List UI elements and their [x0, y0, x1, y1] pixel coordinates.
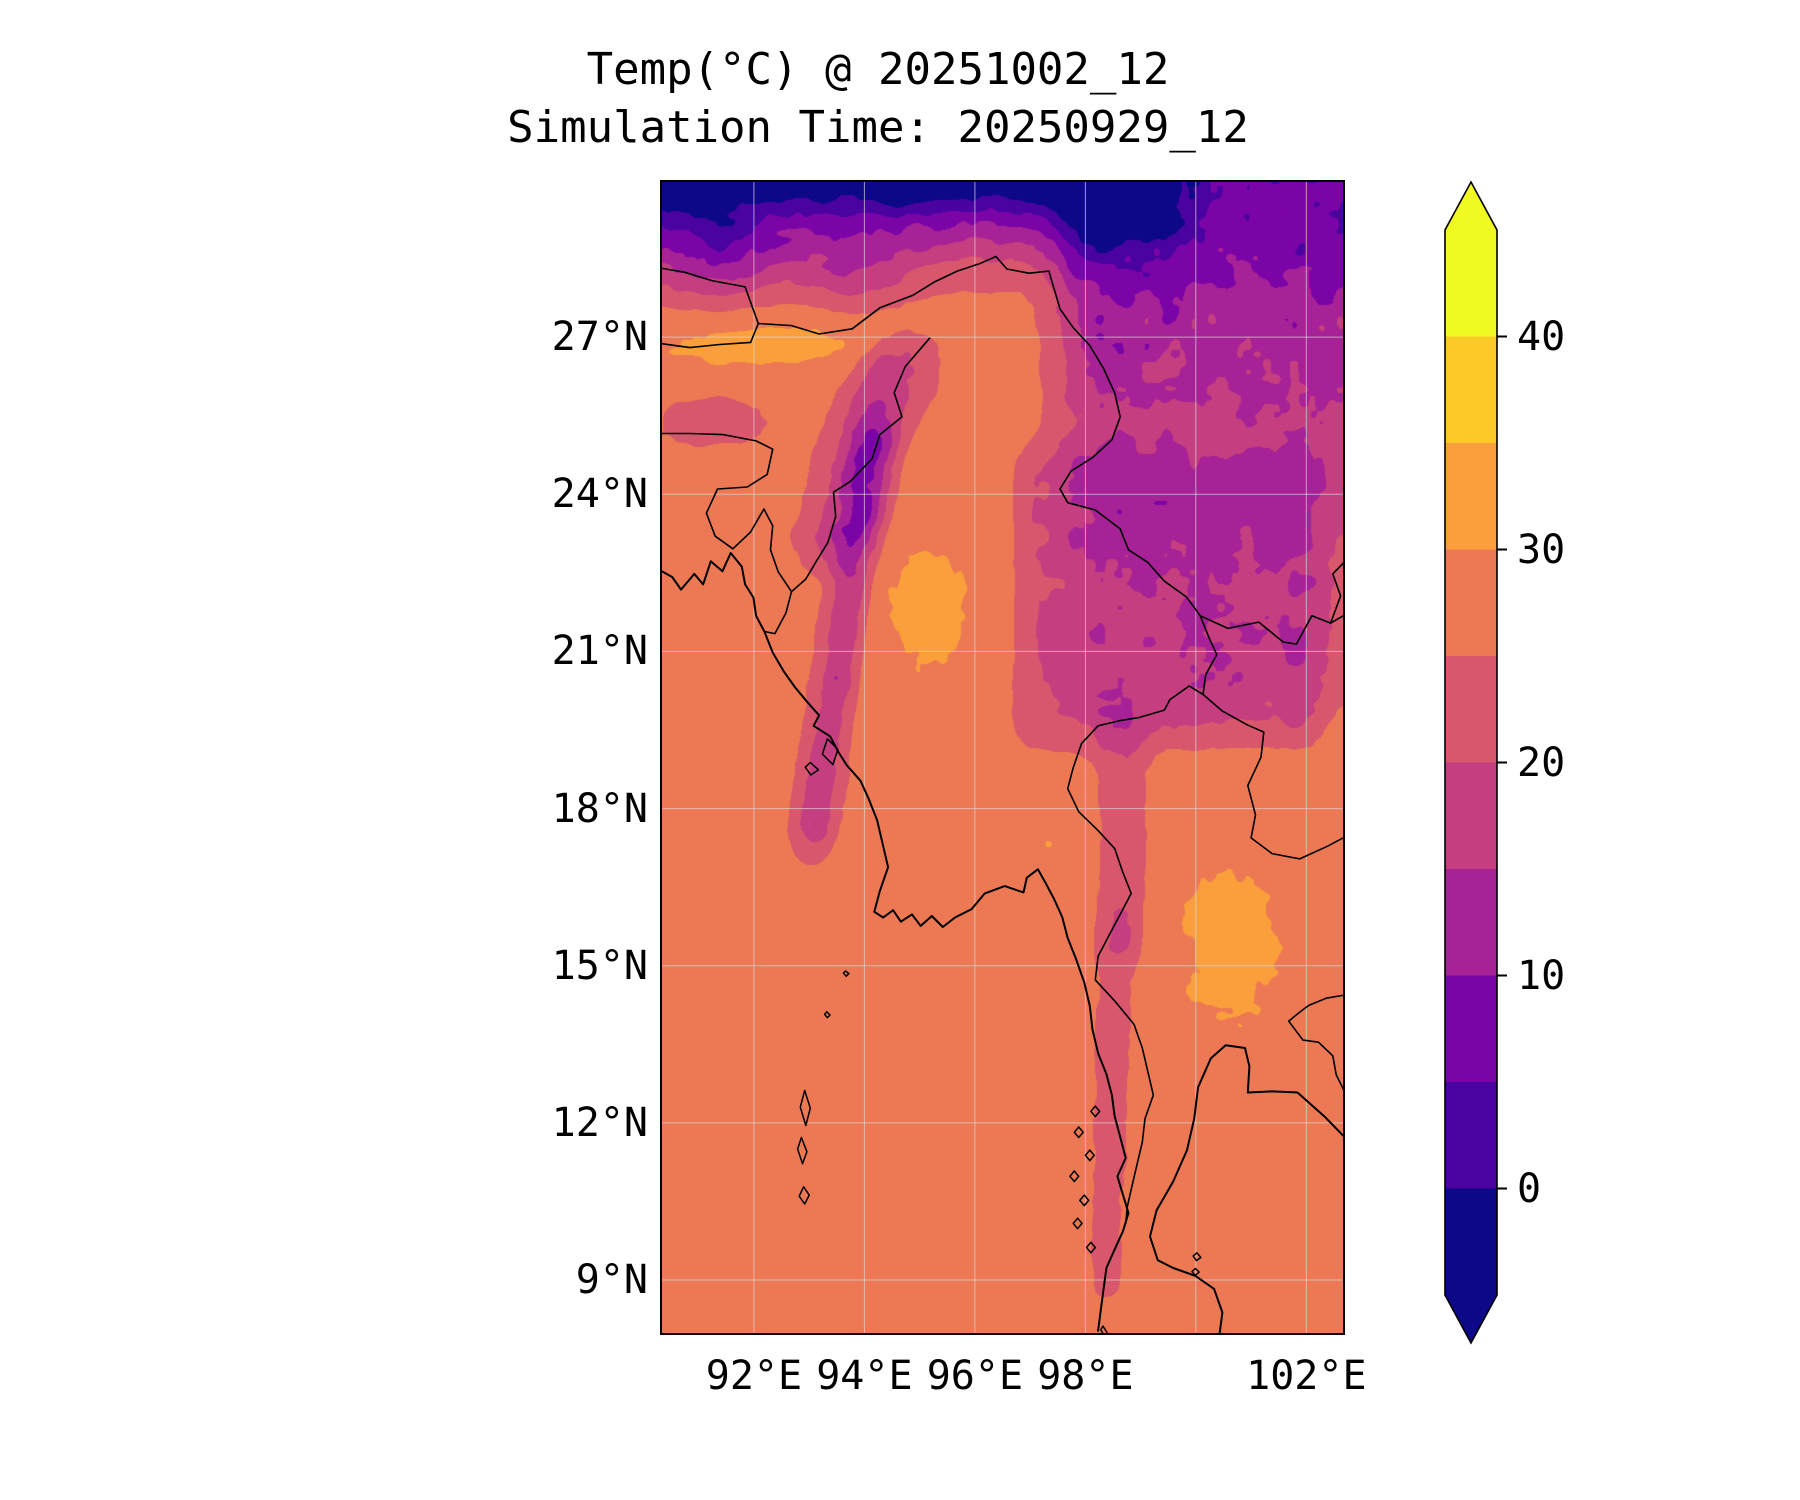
y-tick-label: 18°N: [551, 785, 648, 832]
colorbar-band: [1445, 762, 1497, 869]
x-tick-label: 96°E: [926, 1353, 1024, 1399]
colorbar-band: [1445, 1188, 1497, 1295]
colorbar-tick-label: 10: [1517, 952, 1566, 999]
x-tick-label: 98°E: [1037, 1353, 1134, 1399]
border-path: [1066, 685, 1204, 1225]
island-path: [796, 1136, 808, 1165]
island-path: [799, 1089, 812, 1127]
island-path: [823, 1011, 831, 1019]
figure-title: Temp(°C) @ 20251002_12: [586, 44, 1170, 95]
border-path: [763, 337, 931, 635]
y-tick-label: 21°N: [551, 628, 648, 675]
map-panel: [660, 180, 1345, 1335]
border-path: [660, 255, 1345, 860]
colorbar-band: [1445, 336, 1497, 443]
colorbar-tick-label: 40: [1517, 313, 1566, 360]
map-frame: [660, 180, 1345, 1335]
figure-subtitle: Simulation Time: 20250929_12: [507, 102, 1249, 153]
colorbar-band: [1445, 230, 1497, 337]
x-tick-label: 94°E: [816, 1353, 913, 1399]
coastline-path: [660, 552, 1130, 1332]
island-path: [1084, 1149, 1095, 1162]
colorbar: [1440, 170, 1600, 1355]
colorbar-band: [1445, 549, 1497, 656]
y-tick-label: 15°N: [551, 942, 648, 989]
colorbar-over-arrow: [1445, 182, 1497, 230]
temperature-field-canvas: [660, 180, 1345, 1335]
island-path: [804, 761, 820, 776]
x-tick-label: 102°E: [1246, 1353, 1367, 1399]
x-tick-label: 92°E: [705, 1353, 803, 1399]
island-path: [1072, 1217, 1083, 1230]
border-path: [660, 267, 760, 325]
colorbar-band: [1445, 1082, 1497, 1189]
island-path: [798, 1186, 810, 1205]
border-path: [1287, 994, 1345, 1094]
y-tick-label: 12°N: [551, 1099, 648, 1146]
colorbar-band: [1445, 656, 1497, 763]
island-path: [1073, 1126, 1084, 1139]
colorbar-tick-label: 0: [1517, 1165, 1542, 1212]
colorbar-band: [1445, 869, 1497, 976]
colorbar-band: [1445, 975, 1497, 1082]
y-tick-label: 24°N: [551, 471, 648, 518]
colorbar-band: [1445, 443, 1497, 550]
border-path: [1329, 560, 1345, 624]
island-path: [1069, 1170, 1080, 1183]
border-path: [1199, 613, 1345, 645]
y-tick-label: 9°N: [575, 1257, 648, 1303]
island-path: [1191, 1267, 1200, 1277]
colorbar-svg: [1444, 180, 1507, 1345]
island-path: [1192, 1252, 1202, 1262]
coastline-path: [1149, 1044, 1345, 1335]
map-overlay: [660, 180, 1345, 1335]
y-tick-label: 27°N: [551, 314, 648, 361]
colorbar-under-arrow: [1445, 1295, 1497, 1343]
colorbar-tick-label: 30: [1517, 526, 1566, 573]
island-path: [1090, 1105, 1101, 1118]
border-path: [660, 432, 793, 593]
island-path: [821, 738, 839, 766]
colorbar-outline: [1444, 180, 1498, 1345]
island-path: [1085, 1241, 1097, 1254]
colorbar-tick-label: 20: [1517, 739, 1566, 786]
island-path: [842, 970, 850, 977]
island-path: [1079, 1194, 1090, 1207]
